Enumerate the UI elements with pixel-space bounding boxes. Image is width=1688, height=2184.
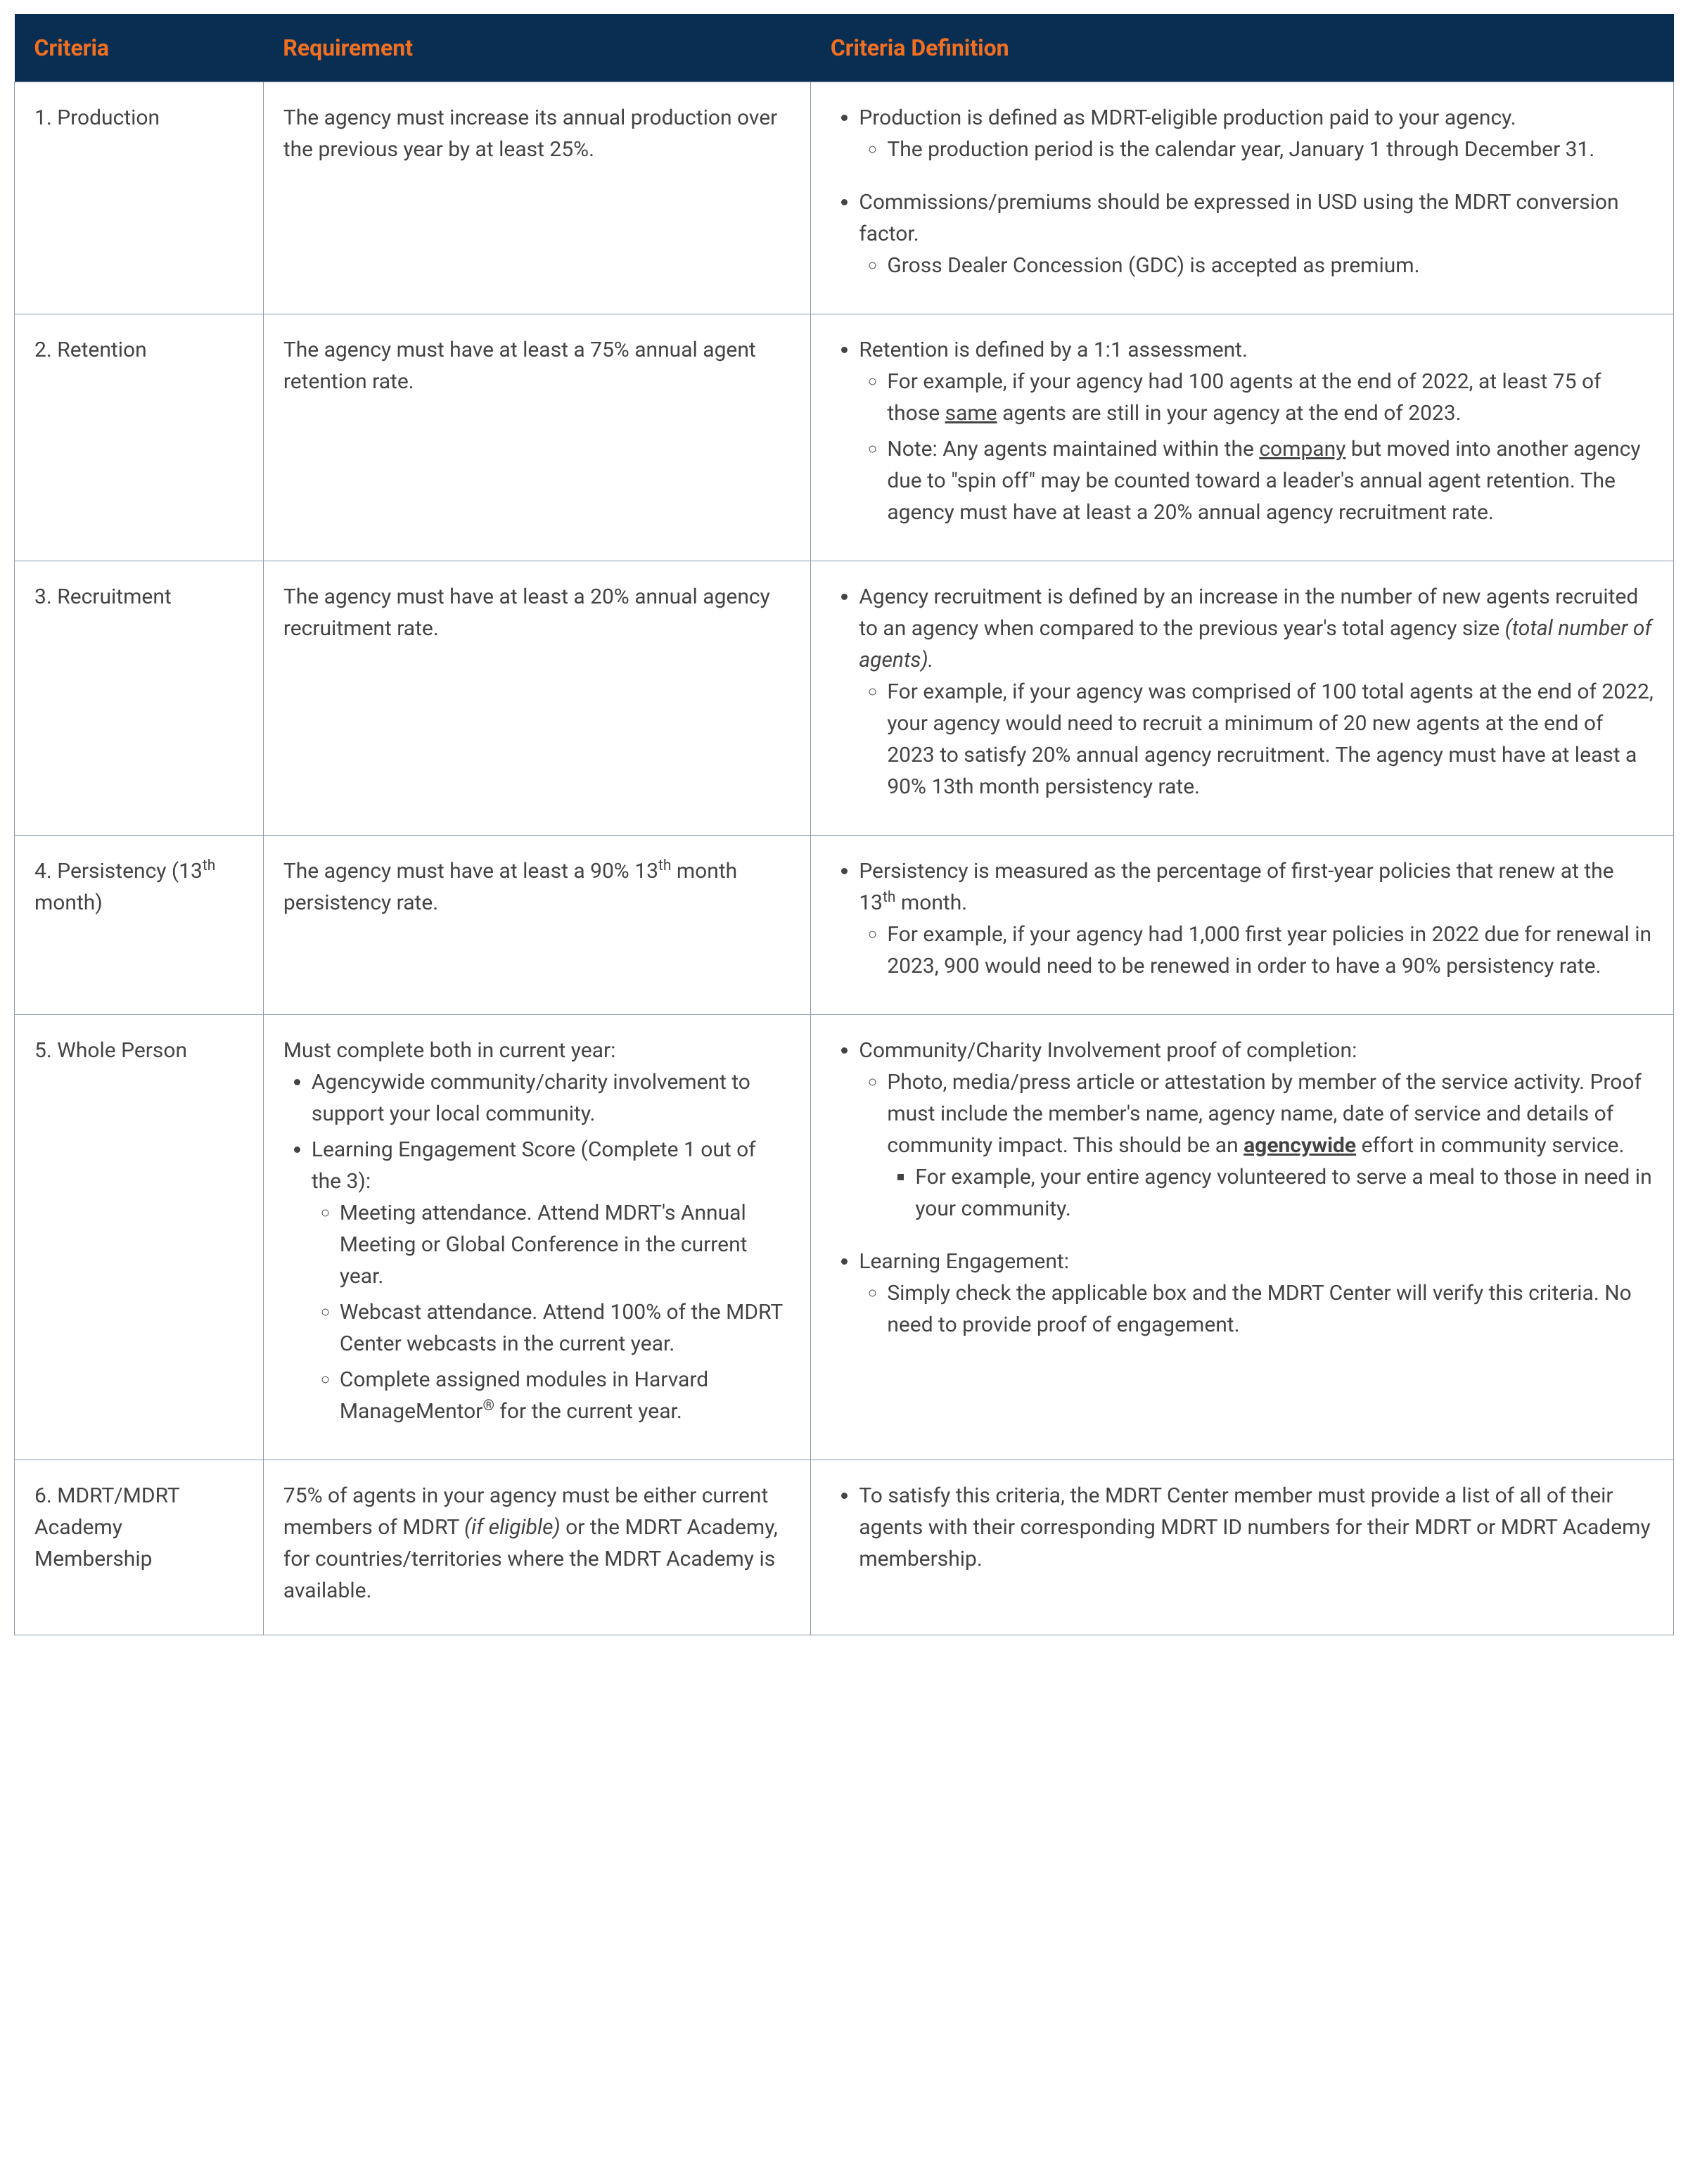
list-item: To satisfy this criteria, the MDRT Cente… — [859, 1480, 1654, 1575]
list-item: Learning Engagement Score (Complete 1 ou… — [312, 1134, 791, 1427]
list-item: Persistency is measured as the percentag… — [859, 855, 1654, 982]
requirement-cell: The agency must have at least a 20% annu… — [263, 561, 810, 836]
definition-cell: Persistency is measured as the percentag… — [811, 836, 1674, 1015]
header-criteria: Criteria — [15, 14, 264, 82]
criteria-cell: 1. Production — [15, 82, 264, 314]
list-item: Production is defined as MDRT-eligible p… — [859, 102, 1654, 165]
list-item: Gross Dealer Concession (GDC) is accepte… — [887, 250, 1654, 281]
table-row: 4. Persistency (13th month) The agency m… — [15, 836, 1674, 1015]
requirement-cell: The agency must have at least a 90% 13th… — [263, 836, 810, 1015]
table-row: 1. Production The agency must increase i… — [15, 82, 1674, 314]
list-item: Simply check the applicable box and the … — [887, 1277, 1654, 1341]
criteria-cell: 5. Whole Person — [15, 1015, 264, 1460]
definition-cell: Retention is defined by a 1:1 assessment… — [811, 314, 1674, 561]
criteria-cell: 6. MDRT/MDRT Academy Membership — [15, 1460, 264, 1635]
list-item: Retention is defined by a 1:1 assessment… — [859, 334, 1654, 528]
header-requirement: Requirement — [263, 14, 810, 82]
list-item: Community/Charity Involvement proof of c… — [859, 1035, 1654, 1225]
requirement-cell: Must complete both in current year: Agen… — [263, 1015, 810, 1460]
table-row: 6. MDRT/MDRT Academy Membership 75% of a… — [15, 1460, 1674, 1635]
list-item: For example, if your agency had 1,000 fi… — [887, 919, 1654, 982]
requirement-cell: The agency must increase its annual prod… — [263, 82, 810, 314]
criteria-cell: 2. Retention — [15, 314, 264, 561]
table-row: 3. Recruitment The agency must have at l… — [15, 561, 1674, 836]
definition-cell: Agency recruitment is defined by an incr… — [811, 561, 1674, 836]
header-definition: Criteria Definition — [811, 14, 1674, 82]
criteria-cell: 4. Persistency (13th month) — [15, 836, 264, 1015]
definition-cell: To satisfy this criteria, the MDRT Cente… — [811, 1460, 1674, 1635]
list-item: The production period is the calendar ye… — [887, 134, 1654, 165]
list-item: Webcast attendance. Attend 100% of the M… — [340, 1296, 791, 1360]
list-item: Commissions/premiums should be expressed… — [859, 186, 1654, 281]
list-item: Learning Engagement: Simply check the ap… — [859, 1246, 1654, 1341]
list-item: For example, if your agency had 100 agen… — [887, 366, 1654, 429]
table-row: 2. Retention The agency must have at lea… — [15, 314, 1674, 561]
requirement-cell: The agency must have at least a 75% annu… — [263, 314, 810, 561]
list-item: Note: Any agents maintained within the c… — [887, 433, 1654, 528]
table-row: 5. Whole Person Must complete both in cu… — [15, 1015, 1674, 1460]
list-item: Complete assigned modules in Harvard Man… — [340, 1364, 791, 1427]
list-item: For example, if your agency was comprise… — [887, 676, 1654, 803]
list-item: Agencywide community/charity involvement… — [312, 1066, 791, 1130]
requirement-cell: 75% of agents in your agency must be eit… — [263, 1460, 810, 1635]
definition-cell: Production is defined as MDRT-eligible p… — [811, 82, 1674, 314]
criteria-table: Criteria Requirement Criteria Definition… — [14, 14, 1674, 1635]
list-item: For example, your entire agency voluntee… — [915, 1161, 1654, 1225]
list-item: Agency recruitment is defined by an incr… — [859, 581, 1654, 803]
table-header: Criteria Requirement Criteria Definition — [15, 14, 1674, 82]
definition-cell: Community/Charity Involvement proof of c… — [811, 1015, 1674, 1460]
list-item: Photo, media/press article or attestatio… — [887, 1066, 1654, 1225]
criteria-cell: 3. Recruitment — [15, 561, 264, 836]
list-item: Meeting attendance. Attend MDRT's Annual… — [340, 1197, 791, 1292]
